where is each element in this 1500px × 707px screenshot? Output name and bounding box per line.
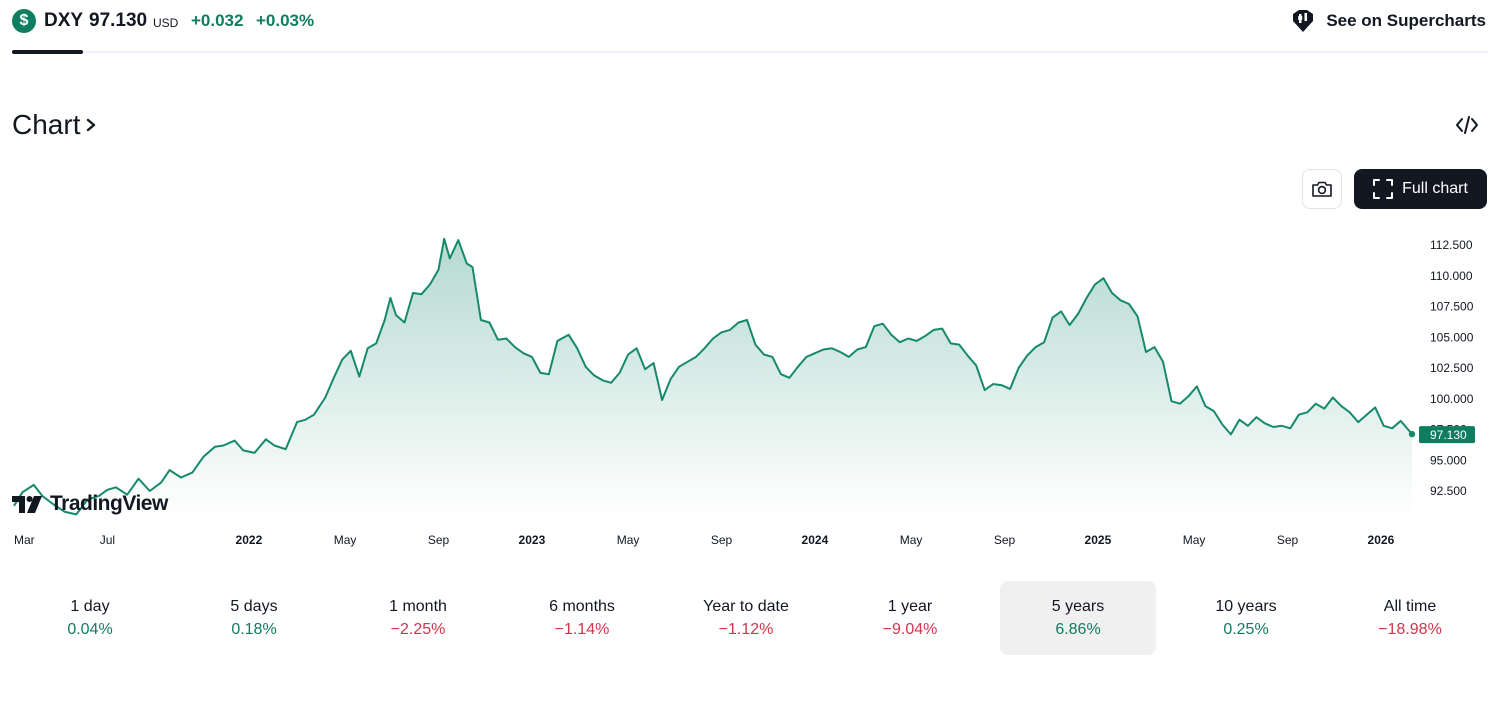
tradingview-logo[interactable]: TradingView (12, 492, 168, 516)
x-tick-label: Sep (711, 533, 733, 547)
chart-title: Chart (12, 109, 81, 140)
period-button[interactable]: 5 years 6.86% (1000, 581, 1156, 655)
x-tick-label: May (900, 533, 923, 547)
period-label: 6 months (549, 597, 615, 615)
period-button[interactable]: 6 months −1.14% (500, 581, 664, 655)
currency-label: USD (153, 16, 179, 30)
period-change-value: 6.86% (1055, 620, 1101, 638)
x-tick-label: Mar (14, 533, 35, 547)
y-tick-label: 95.000 (1430, 453, 1467, 467)
current-price-badge (1419, 426, 1475, 444)
dollar-icon: $ (12, 9, 36, 33)
price-chart[interactable]: 112.500 110.000 107.500 105.000 102.500 100.0… (0, 225, 1500, 555)
period-change-value: −18.98% (1378, 620, 1442, 638)
camera-icon (1312, 181, 1332, 197)
screenshot-button[interactable] (1302, 169, 1342, 209)
x-tick-label: 2023 (519, 533, 546, 547)
x-tick-label: May (1183, 533, 1206, 547)
price-series-line (13, 237, 1413, 516)
full-chart-button[interactable]: Full chart (1354, 169, 1487, 209)
period-label: 1 day (70, 597, 110, 615)
x-tick-label: 2022 (236, 533, 263, 547)
current-price-label: 97.130 (1430, 428, 1467, 442)
period-label: 1 year (887, 597, 933, 615)
x-tick-label: Sep (994, 533, 1016, 547)
y-tick-label: 105.000 (1430, 330, 1474, 344)
tradingview-logo-text: TradingView (50, 492, 168, 515)
price-area-fill (14, 238, 1412, 518)
period-button[interactable]: 1 year −9.04% (828, 581, 992, 655)
y-tick-label: 110.000 (1430, 269, 1473, 283)
x-tick-label: 2026 (1368, 533, 1395, 547)
y-tick-label: 92.500 (1430, 484, 1467, 498)
period-change-value: 0.25% (1223, 620, 1269, 638)
y-tick-label: 100.000 (1430, 392, 1474, 406)
period-button[interactable]: 5 days 0.18% (172, 581, 336, 655)
x-tick-label: Jul (100, 533, 115, 547)
period-change-value: −1.12% (718, 620, 774, 638)
price-change: +0.032 (191, 11, 244, 30)
period-change-value: 0.04% (67, 620, 113, 638)
period-change-value: 0.18% (231, 620, 277, 638)
period-label: 5 years (1051, 597, 1105, 615)
fullscreen-icon (1373, 179, 1394, 199)
period-button[interactable]: 10 years 0.25% (1164, 581, 1328, 655)
embed-code-button[interactable] (1452, 112, 1482, 138)
supercharts-icon (1293, 10, 1314, 32)
y-tick-label: 112.500 (1430, 238, 1473, 252)
see-on-supercharts-button[interactable]: See on Supercharts (1290, 8, 1486, 34)
period-selector: 1 day 0.04% 5 days 0.18% 1 month −2.25% 6 mont… (8, 581, 1492, 655)
y-tick-label: 102.500 (1430, 361, 1474, 375)
x-tick-label: Sep (428, 533, 450, 547)
supercharts-label: See on Supercharts (1326, 11, 1486, 30)
last-price-dot (1408, 430, 1416, 438)
price-change-percent: +0.03% (256, 11, 315, 30)
period-change-value: −9.04% (882, 620, 938, 638)
chart-title-link[interactable]: Chart (12, 109, 98, 141)
period-button[interactable]: 1 day 0.04% (8, 581, 172, 655)
period-label: Year to date (703, 597, 789, 615)
full-chart-label: Full chart (1402, 180, 1468, 197)
period-label: 5 days (230, 597, 278, 615)
last-price: 97.130 (89, 10, 148, 31)
period-button[interactable]: All time −18.98% (1328, 581, 1492, 655)
tradingview-logo-icon (12, 496, 42, 513)
period-change-value: −2.25% (390, 620, 446, 638)
x-tick-label: 2024 (802, 533, 829, 547)
chevron-right-icon (87, 118, 96, 132)
code-icon (1456, 116, 1478, 134)
x-tick-label: Sep (1277, 533, 1299, 547)
period-label: 1 month (389, 597, 447, 615)
x-tick-label: 2025 (1085, 533, 1112, 547)
period-label: 10 years (1215, 597, 1277, 615)
period-button[interactable]: Year to date −1.12% (664, 581, 828, 655)
period-change-value: −1.14% (554, 620, 610, 638)
tab-divider (12, 51, 1488, 53)
y-tick-label: 107.500 (1430, 300, 1474, 314)
x-tick-label: May (617, 533, 640, 547)
period-label: All time (1383, 597, 1437, 615)
symbol-name[interactable]: DXY (44, 10, 84, 31)
x-tick-label: May (334, 533, 357, 547)
symbol-header: $ DXY 97.130 USD +0.032 +0.03% See on Su… (0, 0, 1500, 54)
period-button[interactable]: 1 month −2.25% (336, 581, 500, 655)
active-tab-indicator (12, 50, 83, 54)
